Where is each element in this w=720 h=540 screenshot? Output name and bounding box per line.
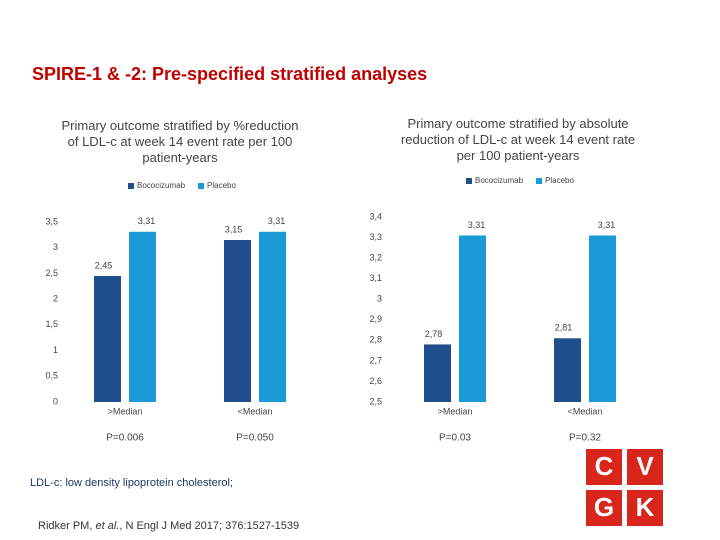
x-tick-label: >Median <box>438 406 473 416</box>
chart-title: Primary outcome stratified by absolute r… <box>400 116 636 163</box>
legend-label: Bococizumab <box>475 176 524 185</box>
bar <box>459 235 486 402</box>
y-tick-label: 3,4 <box>369 211 382 221</box>
chart-title: Primary outcome stratified by %reduction… <box>61 118 299 165</box>
legend-swatch <box>128 183 134 189</box>
logo-tile <box>586 449 622 485</box>
reference-text: , N Engl J Med 2017; 376:1527-1539 <box>119 520 300 532</box>
logo-tile <box>627 449 663 485</box>
legend-swatch <box>198 183 205 189</box>
value-label: 2,81 <box>555 323 573 333</box>
legend-label: Placebo <box>545 176 574 185</box>
y-tick-label: 3 <box>377 294 382 304</box>
legend-swatch <box>536 178 543 184</box>
p-value: P=0.006 <box>106 433 144 444</box>
y-tick-label: 3,2 <box>369 252 382 262</box>
x-tick-label: >Median <box>108 406 143 416</box>
p-value: P=0.03 <box>439 433 471 444</box>
logo-tile <box>627 490 663 526</box>
y-tick-label: 3,5 <box>45 216 58 226</box>
bar <box>129 231 156 402</box>
logo-letter: G <box>594 492 614 522</box>
x-tick-label: <Median <box>568 406 603 416</box>
legend-label: Bococizumab <box>137 181 186 190</box>
value-label: 3,15 <box>225 224 243 234</box>
value-label: 3,31 <box>468 220 486 230</box>
y-tick-label: 2,5 <box>45 268 58 278</box>
reference-text: Ridker PM, <box>38 520 96 532</box>
y-tick-label: 2 <box>53 294 58 304</box>
value-label: 3,31 <box>138 216 156 226</box>
logo-letter: K <box>636 492 655 522</box>
slide-title: SPIRE-1 & -2: Pre-specified stratified a… <box>32 64 428 84</box>
y-tick-label: 3 <box>53 242 58 252</box>
value-label: 3,31 <box>598 220 616 230</box>
logo-letter: V <box>636 451 654 481</box>
bar <box>259 231 286 402</box>
p-value: P=0.050 <box>236 433 274 444</box>
bar <box>554 338 581 402</box>
x-tick-label: <Median <box>238 406 273 416</box>
footnote: LDL-c: low density lipoprotein cholester… <box>30 477 233 489</box>
y-tick-label: 0,5 <box>45 371 58 381</box>
y-tick-label: 0 <box>53 396 58 406</box>
y-tick-label: 1,5 <box>45 319 58 329</box>
y-tick-label: 2,9 <box>369 314 382 324</box>
y-tick-label: 2,5 <box>369 396 382 406</box>
bar <box>589 235 616 402</box>
y-tick-label: 3,1 <box>369 273 382 283</box>
value-label: 2,78 <box>425 329 443 339</box>
reference: Ridker PM, et al., N Engl J Med 2017; 37… <box>38 520 299 532</box>
logo-tile <box>586 490 622 526</box>
bar <box>94 276 121 402</box>
legend-label: Placebo <box>207 181 236 190</box>
legend-swatch <box>466 178 472 184</box>
y-tick-label: 2,8 <box>369 335 382 345</box>
y-tick-label: 3,3 <box>369 232 382 242</box>
y-tick-label: 1 <box>53 345 58 355</box>
value-label: 2,45 <box>95 260 113 270</box>
y-tick-label: 2,7 <box>369 355 382 365</box>
reference-text: et al. <box>95 520 120 532</box>
bar <box>424 344 451 402</box>
p-value: P=0.32 <box>569 433 601 444</box>
y-tick-label: 2,6 <box>369 376 382 386</box>
logo-letter: C <box>595 451 614 481</box>
logo: C V G K <box>586 449 663 526</box>
bar <box>224 240 251 402</box>
value-label: 3,31 <box>268 216 286 226</box>
